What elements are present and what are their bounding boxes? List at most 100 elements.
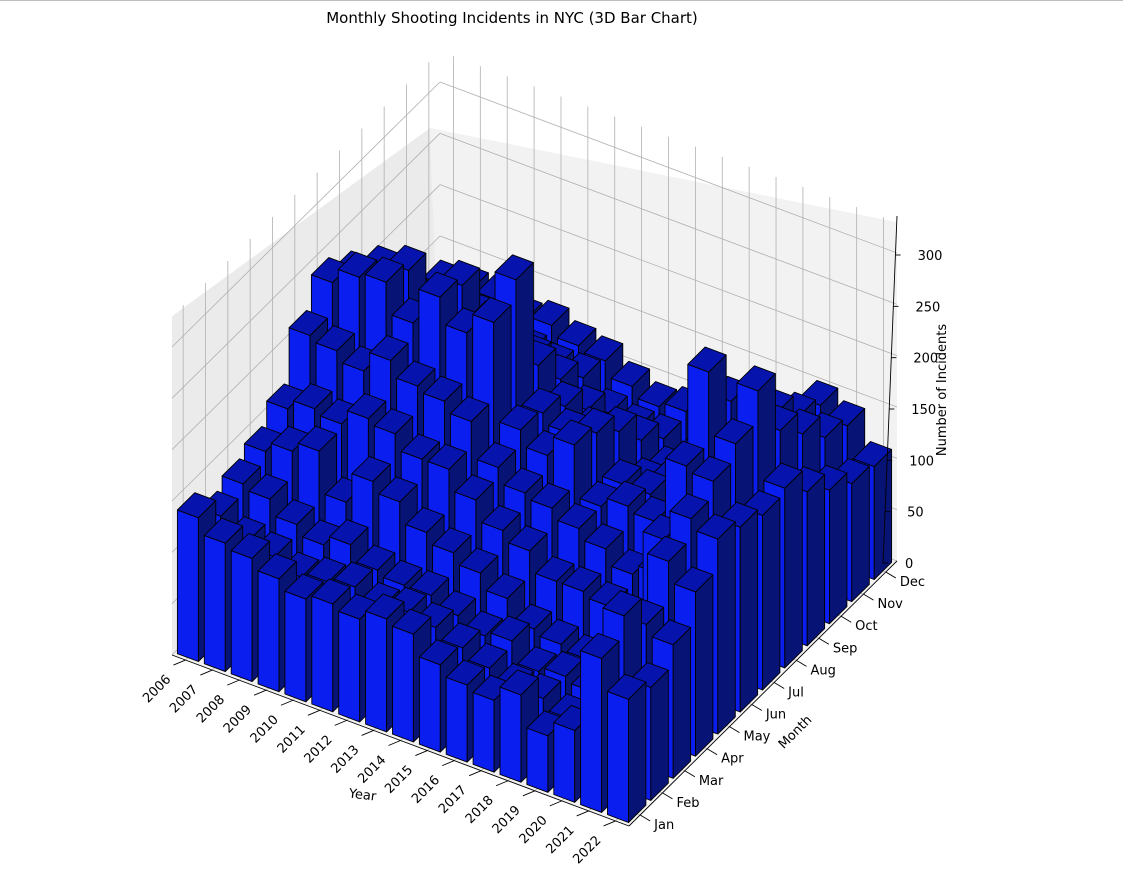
y-tick-label: Apr	[721, 752, 744, 767]
bar-top-face	[580, 632, 620, 659]
bar-top-face	[221, 458, 261, 485]
bar-top-face	[333, 561, 373, 588]
bar-top-face	[459, 547, 499, 574]
bar-top-face	[503, 467, 543, 494]
x-tick-label: 2014	[355, 753, 389, 787]
x-tick	[280, 699, 294, 706]
bar-top-face	[315, 325, 355, 352]
bar-front-face	[553, 722, 576, 803]
bar-top-face	[418, 639, 459, 666]
y-tick-label: Nov	[878, 597, 904, 612]
y-tick	[684, 770, 696, 778]
x-tick-label: 2020	[517, 813, 551, 847]
bar-top-face	[364, 256, 405, 283]
bar-top-face	[485, 573, 526, 599]
x-tick	[522, 790, 536, 797]
chart-title: Monthly Shooting Incidents in NYC (3D Ba…	[326, 9, 698, 27]
bar-side-face	[672, 627, 692, 779]
bar-top-face	[852, 441, 893, 468]
z-tick-label: 50	[907, 506, 924, 521]
bar-front-face	[472, 692, 495, 773]
bar-top-face	[535, 555, 575, 582]
bar-top-face	[405, 506, 445, 533]
bar-side-face	[695, 574, 714, 757]
z-axis-line	[882, 215, 898, 564]
bar-top-face	[176, 492, 217, 519]
bar-top-face	[562, 565, 602, 592]
bar-top-face	[257, 553, 297, 580]
bar-front-face	[392, 625, 414, 743]
bar-top-face	[365, 593, 405, 620]
bar-top-face	[557, 502, 597, 529]
bar-top-face	[275, 499, 315, 525]
bar-top-face	[409, 569, 450, 596]
bar-top-face	[669, 493, 709, 520]
bar-front-face	[257, 570, 280, 693]
bar-front-face	[176, 509, 199, 662]
x-tick-label: 2010	[248, 712, 282, 746]
x-tick	[415, 750, 428, 756]
gridline-back-z	[439, 81, 898, 254]
x-tick-label: 2011	[275, 723, 309, 757]
z-tick-label: 0	[905, 557, 913, 572]
y-tick-label: Dec	[900, 575, 925, 590]
bar-top-face	[664, 440, 705, 467]
bar-top-face	[763, 462, 803, 489]
bar-top-face	[517, 646, 557, 672]
x-tick-label: 2013	[328, 743, 362, 777]
bar-top-face	[427, 443, 467, 470]
bar-top-face	[203, 517, 244, 544]
bar-top-face	[552, 419, 593, 446]
bar-front-face	[365, 610, 388, 733]
gridline-side-z	[171, 81, 441, 348]
y-tick-label: Oct	[855, 619, 877, 634]
x-tick-label: 2009	[221, 702, 255, 736]
bar-top-face	[418, 271, 458, 298]
bar-top-face	[297, 425, 338, 452]
bar-top-face	[557, 320, 597, 347]
bar-top-face	[230, 532, 271, 559]
bar-top-face	[530, 482, 570, 509]
z-tick-label: 200	[913, 352, 938, 367]
bar-front-face	[418, 656, 441, 753]
bar-top-face	[476, 441, 517, 468]
y-tick-label: May	[744, 730, 771, 745]
y-tick-label: Jan	[653, 818, 674, 833]
y-tick	[639, 814, 651, 822]
x-tick	[253, 689, 267, 696]
bar-top-face	[306, 556, 347, 583]
bar-top-face	[714, 418, 754, 445]
x-tick-label: 2016	[409, 773, 443, 807]
bar-top-face	[607, 673, 647, 700]
bar-side-face	[650, 669, 669, 801]
x-tick-label: 2007	[167, 682, 201, 716]
x-axis-label: Year	[347, 786, 378, 804]
bar-top-face	[454, 474, 494, 501]
top-border-line	[0, 0, 1123, 1]
bar-top-face	[356, 544, 396, 571]
x-tick	[173, 659, 186, 666]
bar-top-face	[346, 393, 387, 420]
bar-top-face	[311, 578, 351, 605]
bar-side-face	[762, 497, 781, 691]
x-tick	[227, 679, 240, 686]
bar-front-face	[499, 686, 522, 783]
bar-top-face	[472, 296, 512, 323]
z-tick-label: 100	[909, 454, 934, 469]
bar-side-face	[806, 474, 826, 647]
z-tick-label: 150	[911, 403, 936, 418]
bar-front-face	[445, 676, 468, 763]
bar-top-face	[494, 254, 534, 281]
y-axis-line	[628, 560, 898, 827]
bar-top-face	[651, 619, 692, 646]
bar-top-face	[687, 346, 727, 373]
bar-top-face	[637, 381, 677, 408]
bars-layer	[176, 244, 893, 823]
bar-top-face	[508, 525, 548, 552]
gridline-back-z	[439, 184, 898, 357]
bar-top-face	[602, 458, 642, 485]
bar-side-face	[739, 509, 759, 713]
x-tick	[361, 730, 374, 736]
x-tick-label: 2019	[490, 803, 524, 837]
